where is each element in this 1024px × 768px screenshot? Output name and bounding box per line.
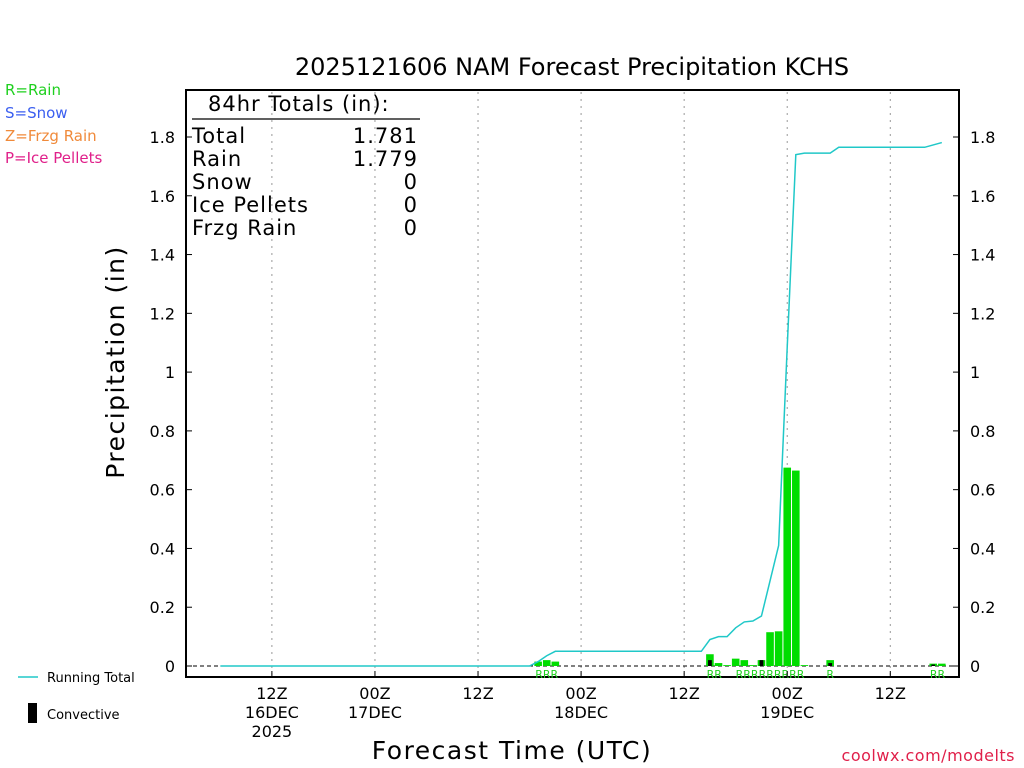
precip-bar xyxy=(723,665,731,666)
totals-row-value: 1.779 xyxy=(353,147,418,171)
legend-frzg-rain: Z=Frzg Rain xyxy=(5,127,97,145)
convective-swatch xyxy=(28,703,37,723)
ptype-label: RRRRRRRRR xyxy=(736,668,805,681)
y-tick-label-left: 1.4 xyxy=(150,246,175,265)
y-tick-label-right: 1.6 xyxy=(970,187,995,206)
x-tick-label: 18DEC xyxy=(554,703,608,722)
precip-bar xyxy=(542,660,551,666)
y-tick-label-right: 0.2 xyxy=(970,598,995,617)
totals-row-value: 0 xyxy=(404,170,418,194)
series-legend: Running Total Convective xyxy=(18,671,135,723)
y-axis-ticks: 0 00.2 0.20.4 0.40.6 0.60.8 0.81 11.2 1.21.4 1.4… xyxy=(150,128,996,676)
precip-bar xyxy=(783,467,792,666)
y-tick-label-left: 1.8 xyxy=(150,128,175,147)
y-tick-label-left: 1.6 xyxy=(150,187,175,206)
totals-row-label: Frzg Rain xyxy=(192,216,297,240)
y-tick-label-right: 1.2 xyxy=(970,304,995,323)
ptype-label: RR xyxy=(930,668,946,681)
precip-bar xyxy=(800,665,809,666)
running-total-line xyxy=(220,141,943,667)
y-tick-label-right: 0.4 xyxy=(970,539,995,558)
x-tick-label: 12Z xyxy=(668,684,699,703)
totals-box: 84hr Totals (in): Total 1.781 Rain 1.779… xyxy=(191,92,420,240)
y-tick-label-left: 0.6 xyxy=(150,481,175,500)
x-tick-label: 2025 xyxy=(252,722,293,741)
convective-bar xyxy=(931,664,936,666)
totals-row-label: Rain xyxy=(192,147,242,171)
running-total-legend-label: Running Total xyxy=(47,671,135,686)
y-tick-label-left: 0.4 xyxy=(150,539,175,558)
convective-bar xyxy=(828,663,833,666)
precip-bar xyxy=(749,665,757,666)
x-tick-label: 00Z xyxy=(772,684,803,703)
precip-bar xyxy=(774,631,783,666)
legend-rain: R=Rain xyxy=(5,81,61,99)
y-tick-label-right: 0.6 xyxy=(970,481,995,500)
y-tick-label-right: 0.8 xyxy=(970,422,995,441)
precip-bars xyxy=(534,467,946,666)
precip-bar xyxy=(766,632,774,666)
y-tick-label-left: 0.2 xyxy=(150,598,175,617)
y-tick-label-left: 0 xyxy=(165,657,175,676)
totals-row-value: 1.781 xyxy=(353,124,418,148)
ptype-label: R xyxy=(826,668,834,681)
y-tick-label-right: 0 xyxy=(970,657,980,676)
ptype-label: RR xyxy=(707,668,723,681)
ptype-labels: RRR RR RRRRRRRRR R RR xyxy=(535,668,945,681)
legend-ice-pellets: P=Ice Pellets xyxy=(5,149,102,167)
y-tick-label-left: 1.2 xyxy=(150,304,175,323)
precip-bar xyxy=(714,663,723,666)
totals-row-value: 0 xyxy=(404,216,418,240)
totals-header: 84hr Totals (in): xyxy=(208,92,390,116)
x-tick-label: 12Z xyxy=(256,684,287,703)
convective-bar xyxy=(759,660,764,666)
ptype-label: RRR xyxy=(535,668,558,681)
y-tick-label-left: 1 xyxy=(165,363,175,382)
x-tick-label: 00Z xyxy=(565,684,596,703)
precip-bar xyxy=(792,470,800,666)
credit-text: coolwx.com/modelts xyxy=(842,746,1015,765)
precip-bar xyxy=(740,660,749,666)
convective-legend-label: Convective xyxy=(47,708,120,723)
precip-bar xyxy=(938,663,946,666)
precip-bar xyxy=(534,661,542,666)
chart-title: 2025121606 NAM Forecast Precipitation KC… xyxy=(295,53,849,81)
y-tick-label-right: 1.4 xyxy=(970,246,995,265)
y-tick-label-left: 0.8 xyxy=(150,422,175,441)
x-axis-title: Forecast Time (UTC) xyxy=(372,736,652,765)
totals-row-label: Total xyxy=(191,124,246,148)
legend-snow: S=Snow xyxy=(5,104,68,122)
convective-bar xyxy=(708,660,712,666)
x-tick-label: 00Z xyxy=(359,684,390,703)
y-tick-label-right: 1 xyxy=(970,363,980,382)
x-tick-label: 12Z xyxy=(462,684,493,703)
totals-row-label: Ice Pellets xyxy=(192,193,309,217)
totals-row-value: 0 xyxy=(404,193,418,217)
x-tick-label: 12Z xyxy=(875,684,906,703)
precip-bar xyxy=(551,661,560,666)
x-tick-label: 17DEC xyxy=(348,703,402,722)
totals-row-label: Snow xyxy=(192,170,253,194)
y-axis-title: Precipitation (in) xyxy=(101,245,130,479)
y-tick-label-right: 1.8 xyxy=(970,128,995,147)
plot-frame xyxy=(185,89,960,678)
precip-bar xyxy=(731,658,740,666)
x-tick-label: 19DEC xyxy=(760,703,814,722)
precip-type-legend: R=Rain S=Snow Z=Frzg Rain P=Ice Pellets xyxy=(5,81,102,167)
x-tick-label: 16DEC xyxy=(245,703,299,722)
